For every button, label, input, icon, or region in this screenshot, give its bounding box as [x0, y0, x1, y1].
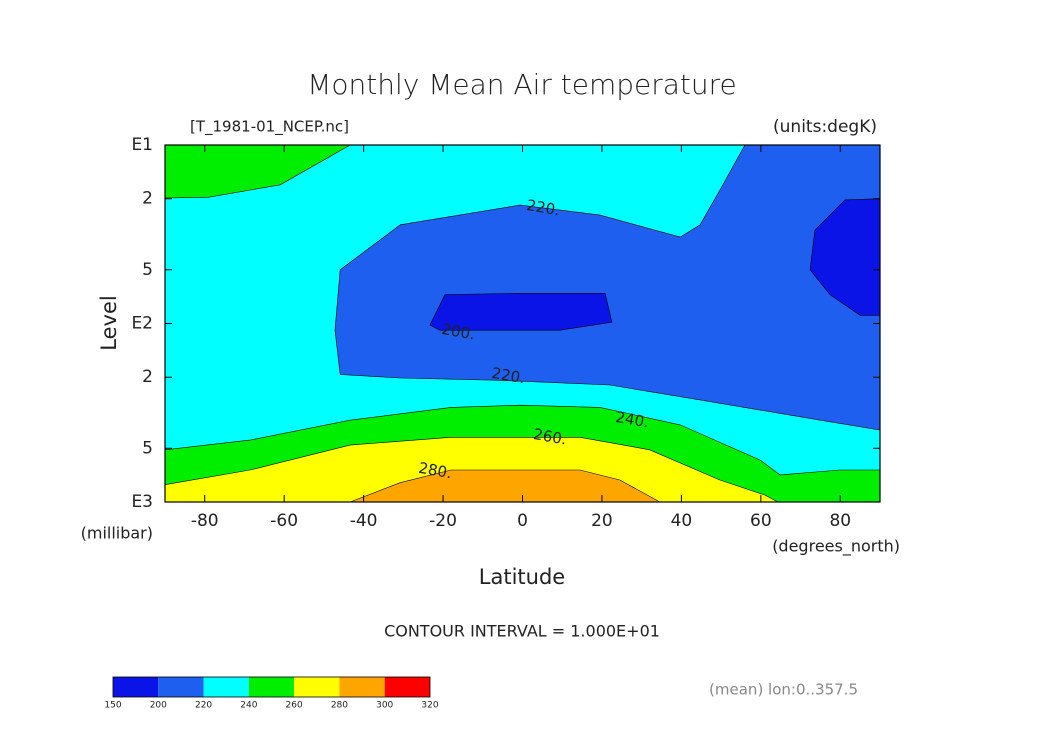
units-label: (units:degK)	[773, 117, 877, 137]
colorbar-box	[113, 677, 159, 697]
x-tick-label: -20	[429, 511, 457, 531]
colorbar-box	[203, 677, 249, 697]
x-tick-label: 80	[829, 511, 851, 531]
x-tick-label: 0	[517, 511, 528, 531]
contour-label: 220.	[490, 364, 526, 388]
colorbar-label: 320	[421, 701, 438, 711]
y-tick-label: 2	[142, 367, 153, 387]
x-axis-label: Latitude	[479, 565, 565, 589]
x-tick-label: -40	[350, 511, 378, 531]
y-axis-label: Level	[97, 295, 121, 350]
plot-area: 220. 200. 220. 240. 260. 280. -80 -60 -40 -20 0 20 4…	[131, 135, 881, 531]
colorbar-label: 150	[104, 701, 121, 711]
mean-note: (mean) lon:0..357.5	[709, 681, 858, 699]
x-tick-label: 20	[591, 511, 613, 531]
colorbar-label: 220	[195, 701, 212, 711]
colorbar-box	[384, 677, 430, 697]
y-tick-label: 5	[142, 260, 153, 280]
x-tick-label: 60	[750, 511, 772, 531]
colorbar: 150 200 220 240 260 280 300 320	[104, 676, 439, 711]
y-tick-label: E3	[131, 492, 153, 512]
contour-interval: CONTOUR INTERVAL = 1.000E+01	[384, 622, 660, 641]
colorbar-frame	[112, 676, 431, 698]
x-tick-label: -60	[270, 511, 298, 531]
x-tick-label: 40	[671, 511, 693, 531]
y-tick-label: E1	[131, 135, 153, 155]
contour-label: 240.	[614, 408, 650, 432]
contour-label: 200.	[440, 320, 476, 344]
colorbar-label: 280	[331, 701, 348, 711]
y-tick-label: 2	[142, 189, 153, 209]
contour-label: 280.	[417, 459, 453, 483]
x-tick-label: -80	[191, 511, 219, 531]
y-tick-label: E2	[131, 314, 153, 334]
contour-label: 220.	[525, 196, 561, 220]
y-units: (millibar)	[81, 524, 153, 543]
colorbar-box	[339, 677, 385, 697]
colorbar-label: 300	[376, 701, 393, 711]
file-label: [T_1981-01_NCEP.nc]	[190, 118, 349, 137]
colorbar-box	[248, 677, 295, 697]
x-units: (degrees_north)	[772, 537, 900, 557]
colorbar-label: 200	[150, 701, 167, 711]
contour-region	[429, 292, 613, 331]
contour-region	[809, 198, 881, 316]
chart-title: Monthly Mean Air temperature	[307, 68, 737, 101]
colorbar-label: 240	[240, 701, 257, 711]
colorbar-box	[294, 677, 340, 697]
contour-label: 260.	[532, 425, 568, 449]
colorbar-label: 260	[286, 701, 303, 711]
y-tick-label: 5	[142, 438, 153, 458]
colorbar-box	[158, 677, 204, 697]
